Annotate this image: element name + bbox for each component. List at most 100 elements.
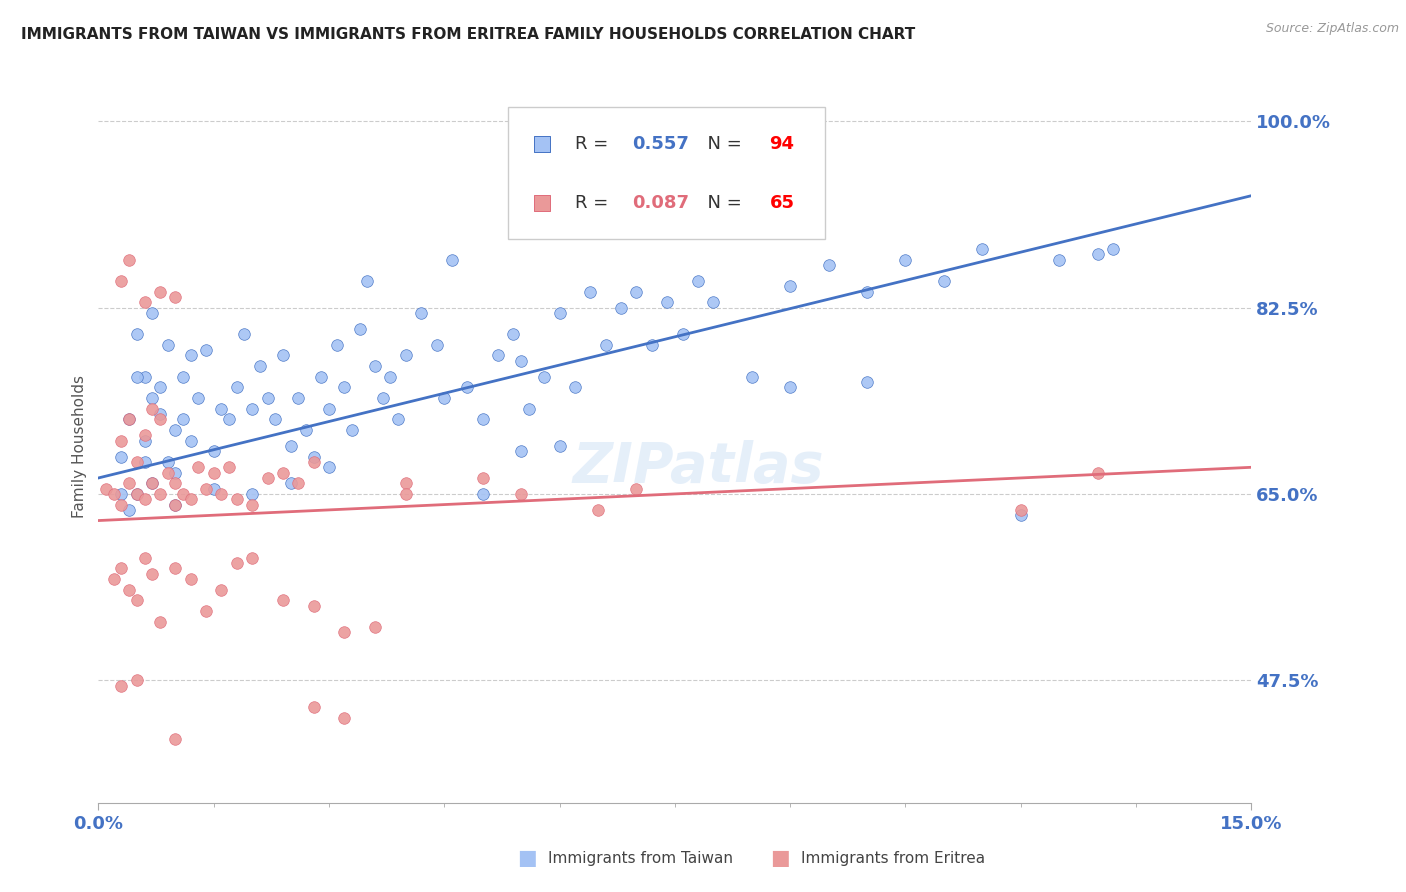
Point bbox=[125, 327, 148, 342]
Point bbox=[471, 471, 494, 485]
Point bbox=[340, 423, 363, 437]
Point bbox=[1087, 466, 1109, 480]
Point bbox=[364, 359, 387, 373]
Point bbox=[225, 556, 247, 570]
Point bbox=[510, 444, 533, 458]
Point bbox=[586, 503, 609, 517]
Point bbox=[165, 476, 187, 491]
Point bbox=[626, 482, 648, 496]
Point bbox=[395, 476, 418, 491]
Point bbox=[209, 487, 232, 501]
Point bbox=[471, 412, 494, 426]
Point bbox=[118, 252, 141, 267]
Point bbox=[280, 476, 302, 491]
Point bbox=[686, 274, 709, 288]
Point bbox=[134, 369, 156, 384]
Point bbox=[280, 439, 302, 453]
Point bbox=[156, 455, 179, 469]
Point bbox=[440, 252, 463, 267]
Point bbox=[165, 561, 187, 575]
Point bbox=[433, 391, 456, 405]
Point bbox=[134, 455, 156, 469]
Point bbox=[318, 460, 340, 475]
Point bbox=[165, 498, 187, 512]
Text: ■: ■ bbox=[770, 848, 790, 868]
Point bbox=[779, 279, 801, 293]
Point bbox=[180, 572, 202, 586]
Point bbox=[1010, 503, 1032, 517]
Point bbox=[125, 487, 148, 501]
Point bbox=[103, 572, 125, 586]
Point bbox=[165, 466, 187, 480]
Point bbox=[1010, 508, 1032, 523]
Point bbox=[141, 476, 163, 491]
Point bbox=[110, 561, 132, 575]
Point bbox=[349, 322, 371, 336]
Point bbox=[972, 242, 994, 256]
Point bbox=[195, 604, 218, 618]
Point bbox=[395, 487, 418, 501]
FancyBboxPatch shape bbox=[508, 107, 825, 239]
Point bbox=[110, 679, 132, 693]
Point bbox=[156, 338, 179, 352]
Point bbox=[287, 391, 309, 405]
Point bbox=[249, 359, 271, 373]
Point bbox=[149, 285, 172, 299]
Point bbox=[225, 492, 247, 507]
Point bbox=[486, 349, 509, 363]
Point bbox=[125, 455, 148, 469]
Point bbox=[256, 471, 278, 485]
Point bbox=[134, 434, 156, 448]
Point bbox=[302, 455, 325, 469]
Point bbox=[595, 338, 617, 352]
Text: IMMIGRANTS FROM TAIWAN VS IMMIGRANTS FROM ERITREA FAMILY HOUSEHOLDS CORRELATION : IMMIGRANTS FROM TAIWAN VS IMMIGRANTS FRO… bbox=[21, 27, 915, 42]
Point bbox=[333, 625, 356, 640]
Point bbox=[118, 412, 141, 426]
Point bbox=[641, 338, 664, 352]
Point bbox=[364, 620, 387, 634]
Point bbox=[141, 306, 163, 320]
Point bbox=[180, 492, 202, 507]
Point bbox=[134, 550, 156, 565]
Point bbox=[264, 412, 287, 426]
Point bbox=[271, 466, 294, 480]
Point bbox=[209, 582, 232, 597]
Point bbox=[110, 498, 132, 512]
Point bbox=[110, 274, 132, 288]
Text: Source: ZipAtlas.com: Source: ZipAtlas.com bbox=[1265, 22, 1399, 36]
Point bbox=[702, 295, 724, 310]
Point bbox=[172, 369, 194, 384]
Point bbox=[103, 487, 125, 501]
Point bbox=[548, 439, 571, 453]
Point bbox=[187, 460, 209, 475]
Y-axis label: Family Households: Family Households bbox=[72, 375, 87, 517]
Point bbox=[156, 466, 179, 480]
Point bbox=[165, 498, 187, 512]
Point bbox=[125, 593, 148, 607]
Point bbox=[125, 487, 148, 501]
Point bbox=[202, 444, 225, 458]
Point bbox=[141, 401, 163, 416]
Point bbox=[172, 487, 194, 501]
Point bbox=[356, 274, 378, 288]
Point bbox=[502, 327, 524, 342]
Point bbox=[579, 285, 602, 299]
Text: N =: N = bbox=[696, 135, 747, 153]
Point bbox=[118, 582, 141, 597]
Point bbox=[325, 338, 347, 352]
Point bbox=[779, 380, 801, 394]
Point bbox=[202, 482, 225, 496]
Point bbox=[195, 482, 218, 496]
Point bbox=[287, 476, 309, 491]
Point bbox=[371, 391, 394, 405]
Point bbox=[1102, 242, 1125, 256]
Point bbox=[302, 599, 325, 613]
Point bbox=[240, 401, 263, 416]
Point bbox=[125, 369, 148, 384]
Point bbox=[149, 407, 172, 421]
Point bbox=[517, 401, 540, 416]
Point bbox=[110, 487, 132, 501]
Point bbox=[149, 487, 172, 501]
Text: Immigrants from Eritrea: Immigrants from Eritrea bbox=[801, 851, 986, 865]
Point bbox=[548, 306, 571, 320]
